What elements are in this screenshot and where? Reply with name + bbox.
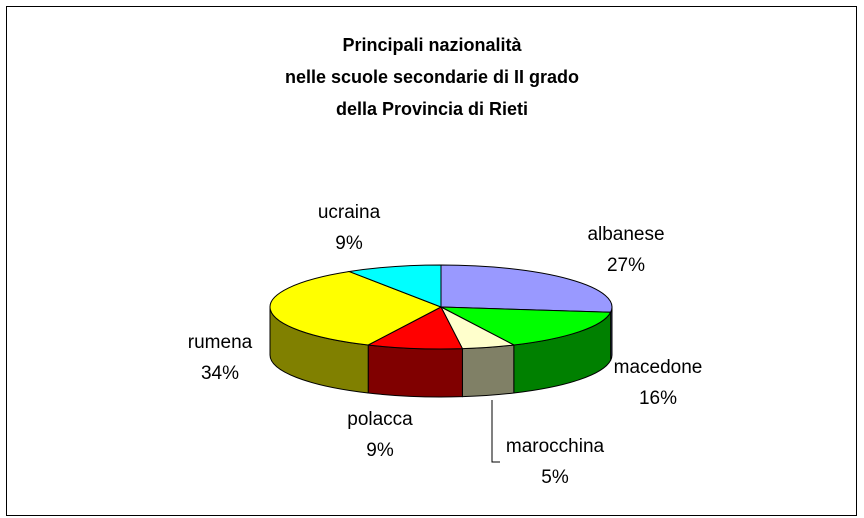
- slice: [440, 306, 612, 346]
- slice-label: marocchina: [506, 436, 605, 457]
- value-label: 34%: [201, 363, 239, 384]
- slice: [440, 264, 613, 313]
- chart-title: della Provincia di Rieti: [336, 99, 528, 119]
- chart-title: nelle scuole secondarie di II grado: [285, 67, 579, 87]
- slice-label: ucraina: [318, 202, 381, 223]
- slice: [366, 306, 464, 350]
- value-label: 9%: [366, 440, 394, 461]
- slice-label: albanese: [587, 224, 664, 245]
- chart-frame: [6, 6, 857, 516]
- value-label: 27%: [607, 255, 645, 276]
- slice-side: [367, 344, 463, 398]
- slice: [269, 271, 443, 346]
- slice-label: rumena: [188, 332, 253, 353]
- slice-label: macedone: [614, 357, 703, 378]
- value-label: 9%: [335, 233, 363, 254]
- leader-line: [491, 400, 500, 463]
- chart-title: Principali nazionalità: [342, 35, 522, 55]
- slice-side: [461, 344, 515, 398]
- slice: [347, 264, 442, 308]
- slice-label: polacca: [347, 409, 413, 430]
- value-label: 16%: [639, 388, 677, 409]
- value-label: 5%: [541, 467, 569, 488]
